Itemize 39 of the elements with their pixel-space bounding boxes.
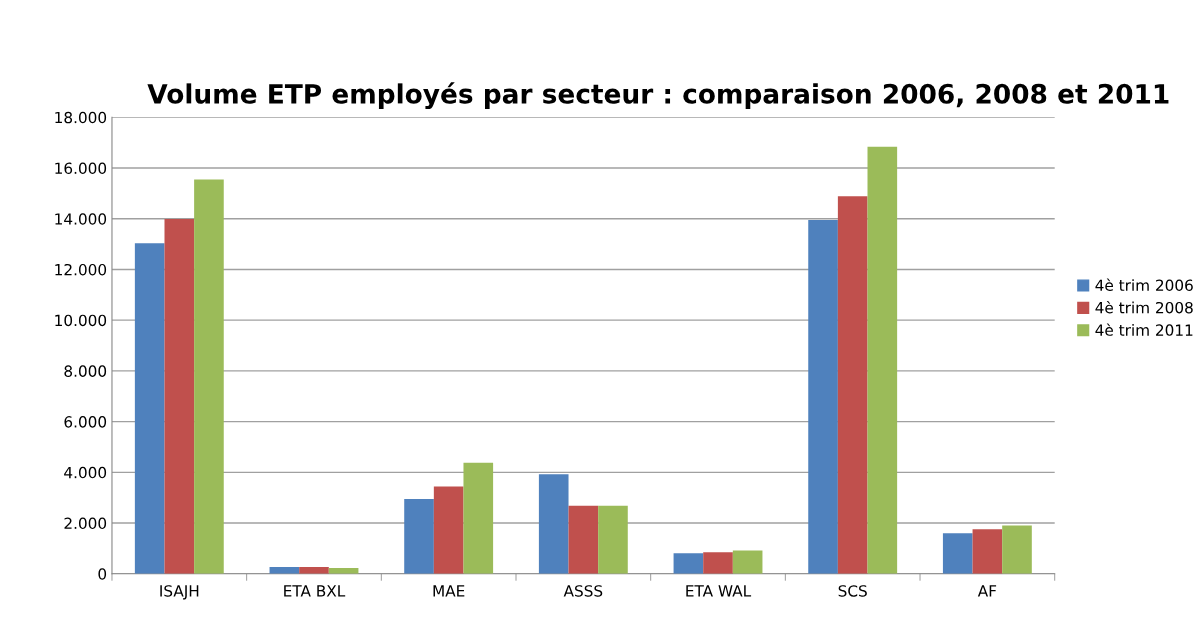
y-tick-label: 0: [98, 568, 107, 580]
bar: [673, 553, 704, 574]
y-tick-label: 8.000: [64, 365, 107, 377]
y-tick-label: 16.000: [55, 162, 107, 175]
bar: [538, 474, 569, 574]
x-tick-label: ISAJH: [160, 585, 199, 600]
bar: [134, 243, 165, 574]
y-tick-label: 10.000: [55, 314, 107, 327]
legend-label: 4è trim 2006: [1095, 278, 1193, 292]
y-tick-label: 4.000: [64, 466, 107, 479]
bar: [732, 550, 763, 574]
legend-label: 4è trim 2008: [1095, 301, 1193, 314]
bar: [972, 529, 1003, 574]
x-tick-label: ETA WAL: [686, 585, 752, 597]
chart-title: Volume ETP employés par secteur : comparaison 2006, 2008 et 2011: [147, 82, 1169, 110]
bar: [867, 146, 898, 574]
x-tick-label: MAE: [433, 585, 465, 597]
bar: [433, 486, 464, 574]
bar: [1002, 525, 1032, 574]
x-tick-label: AF: [977, 585, 997, 597]
y-tick-label: 14.000: [55, 213, 107, 225]
bar: [463, 462, 494, 574]
bar: [404, 498, 434, 574]
y-tick-label: 6.000: [64, 416, 107, 428]
y-tick-label: 12.000: [55, 263, 107, 276]
x-tick-label: SCS: [838, 585, 867, 597]
y-tick-label: 18.000: [55, 111, 107, 124]
legend-label: 4è trim 2011: [1095, 323, 1193, 336]
bar: [942, 533, 973, 574]
y-tick-label: 2.000: [64, 517, 107, 530]
bar: [598, 505, 628, 574]
x-tick-label: ETA BXL: [284, 585, 346, 597]
bar: [194, 179, 224, 574]
x-tick-label: ASSS: [563, 585, 603, 597]
bar: [703, 552, 733, 574]
bar: [808, 220, 838, 574]
bar: [568, 505, 599, 574]
bar: [164, 218, 195, 574]
bar: [837, 196, 868, 574]
